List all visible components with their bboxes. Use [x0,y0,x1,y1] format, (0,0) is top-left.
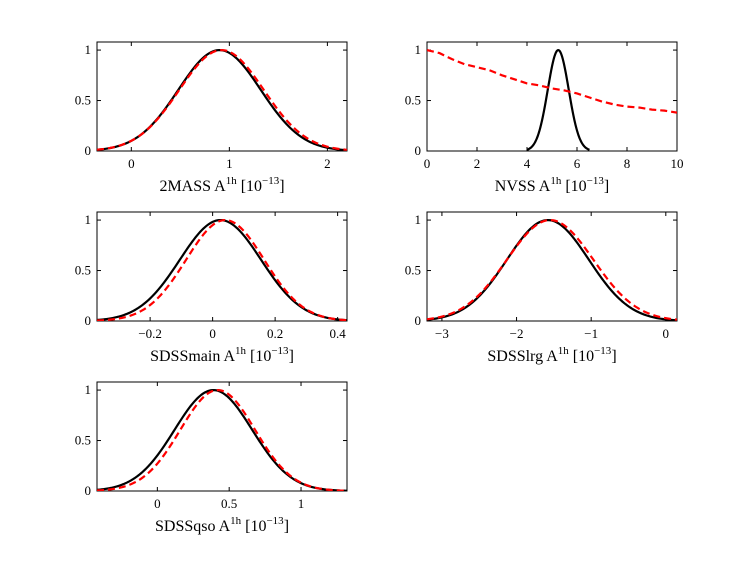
x-tick-label: 0.4 [330,326,347,341]
y-tick-label: 0.5 [75,433,91,448]
y-tick-label: 0 [85,313,92,328]
panel-sdssmain: −0.2 0 0.2 0.4 0 0.5 1 SDSSmain A1h [10−13] [75,211,348,365]
black-solid-series-line [427,218,677,321]
red-dashed-series-line [97,218,347,321]
y-tick-label: 1 [415,42,422,57]
y-tick-label: 1 [85,382,92,397]
x-tick-label: 0 [424,156,431,171]
x-tick-label: −3 [435,326,449,341]
red-dashed-series-line [97,388,347,491]
panel-2mass: 0 1 2 0 0.5 1 2MASS A1h [10−13] [75,41,348,195]
y-tick-label: 1 [85,212,92,227]
axes-box [426,41,678,152]
x-tick-label: 1 [298,496,305,511]
x-tick-label: 0 [209,326,216,341]
y-tick-label: 0 [85,143,92,158]
x-axis-label: SDSSlrg A1h [10−13] [487,345,616,365]
black-solid-series-line [97,388,347,491]
x-axis-label: 2MASS A1h [10−13] [159,175,284,195]
x-tick-label: 2 [324,156,331,171]
x-tick-label: 0 [154,496,161,511]
x-tick-label: −1 [584,326,598,341]
x-tick-label: 0.2 [267,326,283,341]
red-dashed-series-line [97,48,347,151]
y-tick-label: 0.5 [405,263,421,278]
red-dashed-series-line [427,218,677,321]
red-dashed-series-line [427,49,677,114]
y-tick-label: 1 [85,42,92,57]
x-tick-label: 6 [574,156,581,171]
x-tick-label: 2 [474,156,481,171]
y-tick-label: 1 [415,212,422,227]
black-solid-series-line [97,48,347,151]
panel-sdssqso: 0 0.5 1 0 0.5 1 SDSSqso A1h [10−13] [75,381,348,535]
panel-nvss: 0 2 4 6 8 10 0 0.5 1 NVSS A1h [10−13] [405,41,684,195]
y-tick-label: 0.5 [405,93,421,108]
axes-box [96,211,348,322]
y-tick-label: 0 [85,483,92,498]
x-tick-label: −0.2 [138,326,162,341]
axes-box [96,381,348,492]
black-solid-series-line [526,48,590,151]
x-axis-label: SDSSmain A1h [10−13] [150,345,294,365]
x-tick-label: 0 [663,326,670,341]
y-tick-label: 0 [415,313,422,328]
x-tick-label: 8 [624,156,631,171]
x-tick-label: 4 [524,156,531,171]
axes-box [426,211,678,322]
x-tick-label: 10 [671,156,684,171]
x-axis-label: NVSS A1h [10−13] [495,175,609,195]
y-tick-label: 0.5 [75,263,91,278]
panel-sdsslrg: −3 −2 −1 0 0 0.5 1 SDSSlrg A1h [10−13] [405,211,678,365]
x-axis-label: SDSSqso A1h [10−13] [155,515,289,535]
axes-box [96,41,348,152]
black-solid-series-line [97,218,347,321]
x-tick-label: 0 [128,156,135,171]
y-tick-label: 0.5 [75,93,91,108]
x-tick-label: 1 [226,156,233,171]
y-tick-label: 0 [415,143,422,158]
x-tick-label: 0.5 [221,496,237,511]
x-tick-label: −2 [510,326,524,341]
